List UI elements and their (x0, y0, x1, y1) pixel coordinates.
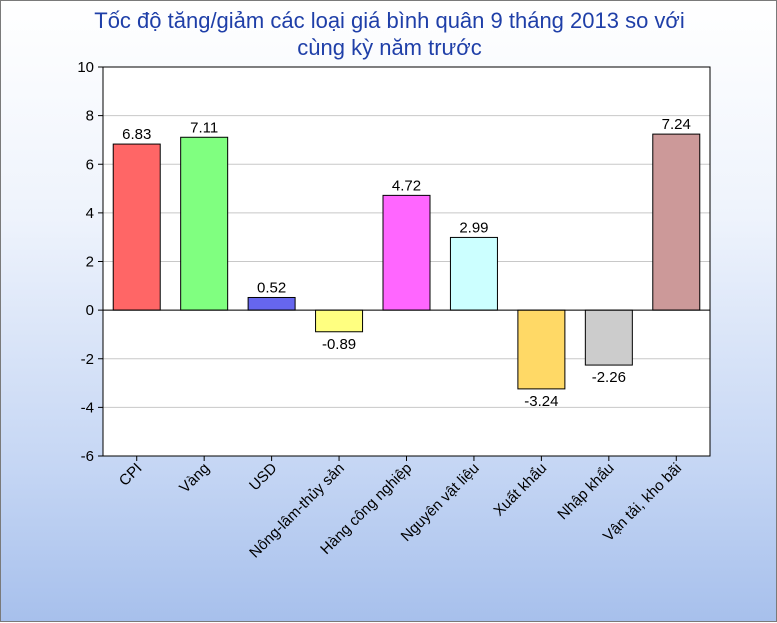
bar (382, 194, 431, 311)
category-label: USD (246, 460, 281, 495)
y-tick-label: 2 (86, 254, 94, 271)
bar (517, 309, 566, 390)
category-label: CPI (116, 460, 146, 490)
y-tick-label: -2 (81, 351, 94, 368)
data-label: -3.24 (524, 393, 558, 410)
data-label: 4.72 (392, 177, 421, 194)
data-label: 6.83 (122, 126, 151, 143)
bar (315, 309, 364, 333)
chart-title: Tốc độ tăng/giảm các loại giá bình quân … (1, 7, 777, 61)
data-label: 7.24 (662, 116, 691, 133)
y-tick-label: -6 (81, 448, 94, 465)
category-label: Xuất khẩu (490, 460, 550, 520)
data-label: -2.26 (592, 369, 626, 386)
bar (652, 133, 701, 311)
data-label: 0.52 (257, 279, 286, 296)
bar (449, 236, 498, 311)
data-label: 2.99 (459, 219, 488, 236)
data-label: 7.11 (190, 119, 218, 136)
category-label: Nhập khẩu (554, 460, 617, 523)
y-tick-label: 4 (86, 205, 94, 222)
chart-title-line-1: Tốc độ tăng/giảm các loại giá bình quân … (94, 8, 685, 33)
y-tick-label: 6 (86, 156, 94, 173)
chart-title-line-2: cùng kỳ năm trước (297, 35, 482, 60)
y-tick-label: 0 (86, 302, 94, 319)
data-label: -0.89 (322, 336, 356, 353)
y-tick-label: 10 (77, 59, 94, 76)
category-label: Vàng (176, 460, 213, 497)
bar (247, 296, 296, 311)
bar (180, 136, 229, 311)
y-tick-label: -4 (81, 399, 94, 416)
bars (112, 133, 701, 390)
bar (584, 309, 633, 366)
bar (112, 143, 161, 311)
y-tick-label: 8 (86, 108, 94, 125)
axes (98, 66, 711, 461)
plot-border (102, 66, 711, 457)
